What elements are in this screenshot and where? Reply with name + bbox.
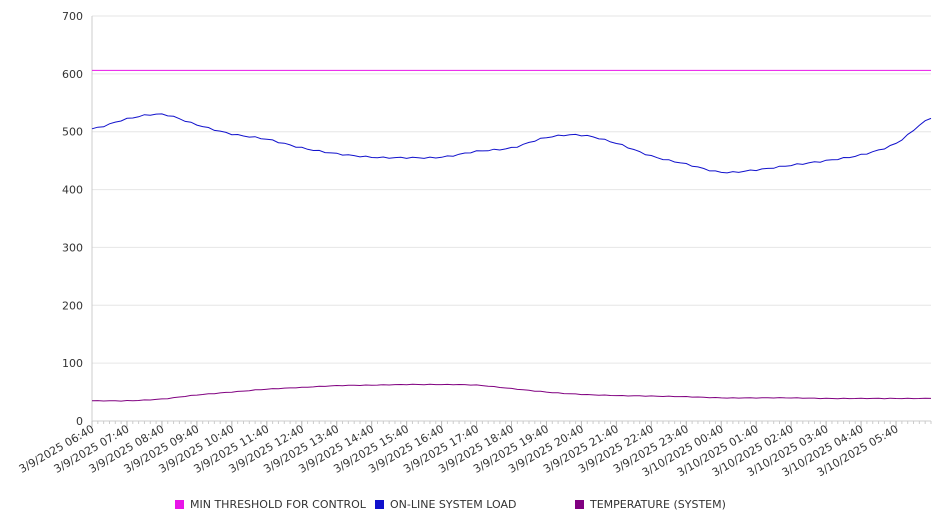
y-tick-label: 300: [62, 241, 83, 254]
legend-item-min-threshold[interactable]: MIN THRESHOLD FOR CONTROL: [175, 498, 366, 511]
legend-swatch-temperature: [575, 500, 584, 509]
legend-label-temperature: TEMPERATURE (SYSTEM): [590, 498, 726, 511]
x-tick-labels: 3/9/2025 06:403/9/2025 07:403/9/2025 08:…: [17, 422, 901, 479]
y-tick-labels: 0 100 200 300 400 500 600 700: [62, 10, 83, 428]
series-lines: [91, 69, 932, 402]
legend-swatch-min-threshold: [175, 500, 184, 509]
y-tick-label: 600: [62, 68, 83, 81]
legend-item-temperature[interactable]: TEMPERATURE (SYSTEM): [575, 498, 726, 511]
series-line-temperature: [91, 383, 932, 402]
series-line-system-load: [91, 113, 932, 174]
y-tick-label: 100: [62, 357, 83, 370]
y-tick-label: 500: [62, 126, 83, 139]
y-tick-label: 400: [62, 184, 83, 197]
legend-item-system-load[interactable]: ON-LINE SYSTEM LOAD: [375, 498, 516, 511]
y-tick-label: 200: [62, 299, 83, 312]
legend-label-min-threshold: MIN THRESHOLD FOR CONTROL: [190, 498, 366, 511]
y-tick-label: 0: [76, 415, 83, 428]
legend-label-system-load: ON-LINE SYSTEM LOAD: [390, 498, 517, 511]
gridlines: [92, 15, 931, 364]
legend-swatch-system-load: [375, 500, 384, 509]
axes: [91, 16, 932, 427]
y-tick-label: 700: [62, 10, 83, 23]
